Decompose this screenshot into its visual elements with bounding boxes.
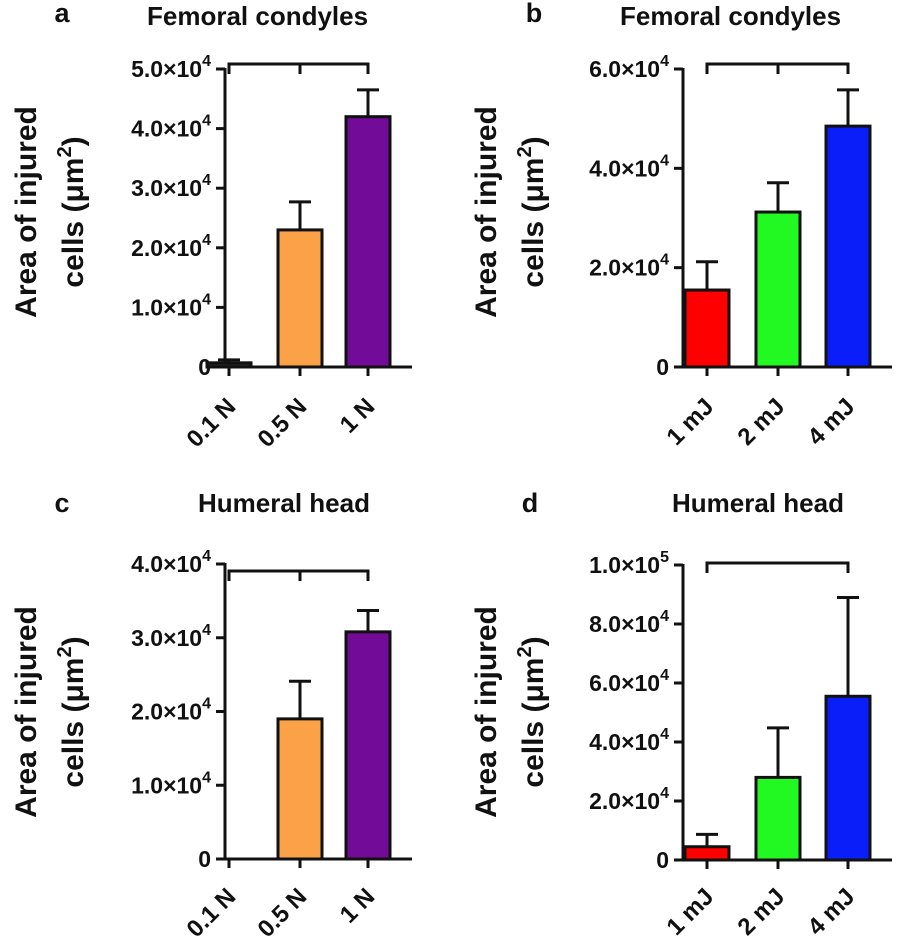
y-tick-label: 0	[198, 354, 211, 380]
y-tick-label: 6.0×104	[589, 53, 669, 82]
x-tick-label: 4 mJ	[802, 883, 860, 941]
x-tick-label: 1 N	[335, 883, 381, 929]
panel-letter: b	[526, 0, 543, 28]
bar-1N	[344, 115, 392, 369]
x-tick-label: 4 mJ	[802, 393, 860, 451]
y-tick-label: 0	[656, 354, 669, 380]
panel-d: d Humeral head Area of injured cells (μm2) 0…	[470, 488, 892, 941]
bar-0.5N	[276, 717, 324, 861]
panel-title: Femoral condyles	[620, 1, 841, 31]
bar-4mJ	[824, 694, 872, 862]
x-tick-label: 1 mJ	[661, 393, 719, 451]
bar-0.5N	[276, 228, 324, 369]
y-tick-label: 4.0×104	[589, 726, 669, 755]
x-tick-label: 1 mJ	[661, 883, 719, 941]
y-axis-label: Area of injured	[10, 106, 43, 318]
y-tick-label: 2.0×104	[589, 252, 669, 281]
y-tick-label: 1.0×104	[131, 291, 211, 320]
y-tick-label: 1.0×105	[589, 549, 669, 578]
y-tick-label: 5.0×104	[131, 53, 211, 82]
y-tick-label: 2.0×104	[131, 696, 211, 725]
panel-letter: c	[54, 488, 69, 518]
y-tick-label: 6.0×104	[589, 667, 669, 696]
y-tick-label: 1.0×104	[131, 769, 211, 798]
panel-title: Femoral condyles	[147, 1, 368, 31]
y-tick-label: 4.0×104	[589, 152, 669, 181]
bar-4mJ	[824, 124, 872, 369]
x-tick-label: 1 N	[335, 393, 381, 439]
y-tick-label: 3.0×104	[131, 622, 211, 651]
y-tick-label: 4.0×104	[131, 548, 211, 577]
y-tick-label: 0	[198, 846, 211, 872]
bar-1mJ	[683, 845, 731, 862]
significance-bracket	[705, 561, 850, 573]
x-tick-label: 2 mJ	[732, 883, 790, 941]
panel-title: Humeral head	[672, 488, 844, 518]
y-axis-label-line2: cells (μm2)	[54, 136, 90, 287]
panel-title: Humeral head	[198, 488, 370, 518]
panel-c: c Humeral head Area of injured cells (μm2) 0…	[10, 488, 412, 943]
panel-letter: a	[54, 0, 70, 28]
panel-b: b Femoral condyles Area of injured cells (μ…	[470, 0, 892, 451]
y-tick-label: 2.0×104	[589, 785, 669, 814]
x-tick-label: 0.5 N	[253, 393, 313, 453]
y-tick-label: 2.0×104	[131, 232, 211, 261]
y-axis-label-line2: cells (μm2)	[54, 636, 90, 787]
panel-a: a Femoral condyles Area of injured cells (μ…	[10, 0, 412, 453]
y-axis-label: Area of injured	[10, 606, 43, 818]
bar-2mJ	[754, 775, 802, 862]
x-tick-label: 2 mJ	[732, 393, 790, 451]
bar-1mJ	[683, 288, 731, 369]
bar-1N	[344, 630, 392, 861]
x-tick-label: 0.1 N	[182, 883, 242, 943]
y-tick-label: 3.0×104	[131, 172, 211, 201]
panel-letter: d	[522, 488, 539, 518]
y-axis-label: Area of injured	[470, 106, 503, 318]
y-tick-label: 8.0×104	[589, 608, 669, 637]
y-axis-label-line2: cells (μm2)	[514, 636, 550, 787]
x-tick-label: 0.1 N	[182, 393, 242, 453]
bar-0.1N	[205, 361, 253, 369]
y-tick-label: 4.0×104	[131, 113, 211, 142]
y-tick-label: 0	[656, 847, 669, 873]
y-axis-label-line2: cells (μm2)	[514, 136, 550, 287]
bar-2mJ	[754, 210, 802, 369]
y-axis-label: Area of injured	[470, 606, 503, 818]
x-tick-label: 0.5 N	[253, 883, 313, 943]
